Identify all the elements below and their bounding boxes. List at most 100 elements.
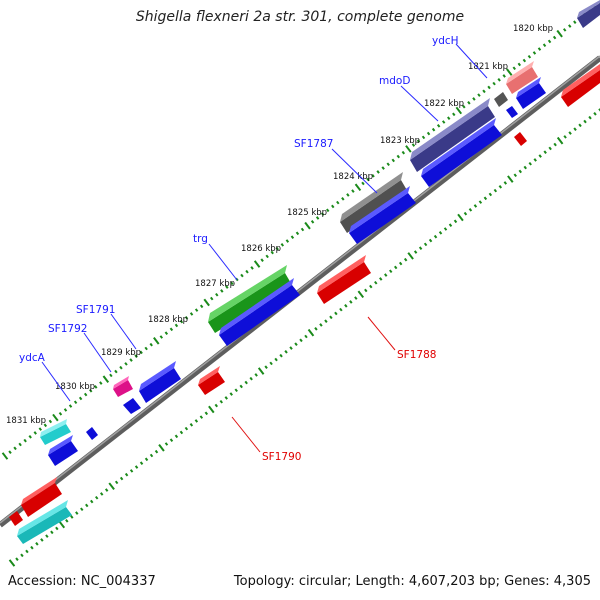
kbp-label: 1823 kbp <box>380 136 420 146</box>
lower-rail-tick <box>239 384 243 389</box>
gene-label-mdoD[interactable]: mdoD <box>379 75 410 87</box>
lower-rail-tick <box>119 476 124 481</box>
upper-rail-tick <box>436 124 441 128</box>
gene-cyan-upper[interactable] <box>40 419 71 445</box>
cds-blue-5[interactable] <box>219 278 300 346</box>
upper-rail-tick <box>300 227 305 232</box>
lower-rail-tick <box>453 219 458 224</box>
lower-rail-tick <box>244 380 248 385</box>
cds-red-corner[interactable] <box>561 64 600 107</box>
cds-blue-7[interactable] <box>421 118 502 187</box>
lower-rail-tick <box>30 545 34 550</box>
gene-label-ydcH[interactable]: ydcH <box>432 35 459 47</box>
upper-rail-tick <box>366 177 370 182</box>
upper-rail-tick <box>452 112 456 117</box>
upper-rail-tick <box>13 446 17 451</box>
gene-ydcH-gray[interactable] <box>494 92 508 107</box>
cds-blue-4[interactable] <box>139 361 181 403</box>
lower-rail-tick <box>503 181 508 185</box>
upper-rail-tick <box>139 350 143 355</box>
lower-rail-tick <box>164 442 169 446</box>
lower-rail-tick <box>443 227 448 231</box>
upper-rail-tick <box>411 143 416 147</box>
gene-mdoD-purple[interactable] <box>410 98 495 172</box>
upper-rail-tick <box>114 369 118 374</box>
lower-rail-tick <box>354 296 358 300</box>
lower-rail-tick <box>448 223 453 227</box>
cds-blue-2[interactable] <box>86 427 98 440</box>
cds-blue-1[interactable] <box>48 435 78 466</box>
gene-label-SF1792[interactable]: SF1792 <box>48 323 87 335</box>
cds-red-small[interactable] <box>514 132 527 146</box>
gene-magenta[interactable] <box>113 376 133 397</box>
cds-blue-8[interactable] <box>506 106 518 118</box>
upper-rail-tick <box>265 254 269 259</box>
lower-rail-tick <box>433 234 438 239</box>
gene-label-SF1790[interactable]: SF1790 <box>262 451 301 463</box>
gene-label-SF1788[interactable]: SF1788 <box>397 349 436 361</box>
lower-rail-tick <box>463 211 468 216</box>
upper-rail-tick <box>320 212 325 216</box>
upper-rail-tick <box>230 281 234 286</box>
lower-rail-tick <box>229 392 233 396</box>
lower-rail-tick <box>568 131 572 135</box>
cds-blue-6[interactable] <box>349 186 416 244</box>
cds-blue-3[interactable] <box>123 398 141 414</box>
gene-label-SF1787[interactable]: SF1787 <box>294 138 333 150</box>
cds-blue-9[interactable] <box>516 77 546 109</box>
gene-cyan-outer[interactable] <box>17 500 72 544</box>
lower-rail-tick <box>50 530 54 535</box>
upper-rail-tick <box>179 319 184 324</box>
upper-rail-tick <box>556 29 563 38</box>
lower-rail-tick <box>413 250 418 254</box>
upper-rail-tick <box>285 239 290 243</box>
gene-trg-green[interactable] <box>208 265 292 333</box>
gene-label-trg[interactable]: trg <box>193 233 208 245</box>
lower-rail-tick <box>379 277 383 281</box>
cds-red-1[interactable] <box>9 511 23 526</box>
lower-rail-tick <box>393 265 398 270</box>
upper-rail-tick <box>250 266 254 270</box>
upper-rail-tick <box>245 269 249 274</box>
lower-rail-tick <box>264 365 268 370</box>
lower-rail-tick <box>588 115 592 120</box>
upper-rail-tick <box>149 342 153 347</box>
kbp-label-layer: 1820 kbp 1821 kbp 1822 kbp 1823 kbp 1824 kbp… <box>6 24 553 426</box>
lower-rail-tick <box>139 461 144 465</box>
lower-rail-tick <box>339 307 343 312</box>
lower-rail-tick <box>99 492 104 496</box>
upper-rail-tick <box>346 193 350 197</box>
gene-pink[interactable] <box>506 61 538 94</box>
lower-rail-tick <box>25 549 29 554</box>
upper-rail-tick <box>573 20 577 24</box>
gene-purple-corner[interactable] <box>577 0 600 28</box>
upper-rail-tick <box>220 289 224 293</box>
cds-red-sf1790[interactable] <box>198 366 225 395</box>
kbp-label: 1824 kbp <box>333 172 373 182</box>
gene-label-SF1791[interactable]: SF1791 <box>76 304 115 316</box>
lower-rail-tick <box>204 411 209 416</box>
upper-rail-tick <box>164 331 169 335</box>
upper-rail-tick <box>537 47 542 51</box>
upper-rail-tick <box>472 97 476 101</box>
gene-sf1787-gray[interactable] <box>340 172 408 233</box>
lower-rail-tick <box>249 376 253 381</box>
lower-rail-tick <box>299 338 303 343</box>
lower-rail-tick <box>15 557 19 561</box>
upper-rail-tick <box>153 337 160 345</box>
lower-rail-tick <box>357 290 365 299</box>
accession-label: Accession: NC_004337 <box>8 574 156 589</box>
upper-rail-tick <box>502 74 506 78</box>
lower-rail-tick <box>189 422 194 427</box>
lower-rail-tick <box>257 367 265 375</box>
lower-rail-tick <box>40 538 44 542</box>
lower-rail-tick <box>35 542 39 546</box>
cds-red-sf1788[interactable] <box>317 255 371 304</box>
upper-rail-tick <box>89 388 93 393</box>
upper-rail-tick <box>210 296 214 301</box>
upper-rail-tick <box>280 243 285 247</box>
gene-label-ydcA[interactable]: ydcA <box>19 352 46 364</box>
gene-track-reverse-cds <box>9 64 600 526</box>
upper-rail-tick <box>23 438 27 443</box>
cds-red-2[interactable] <box>21 477 62 517</box>
